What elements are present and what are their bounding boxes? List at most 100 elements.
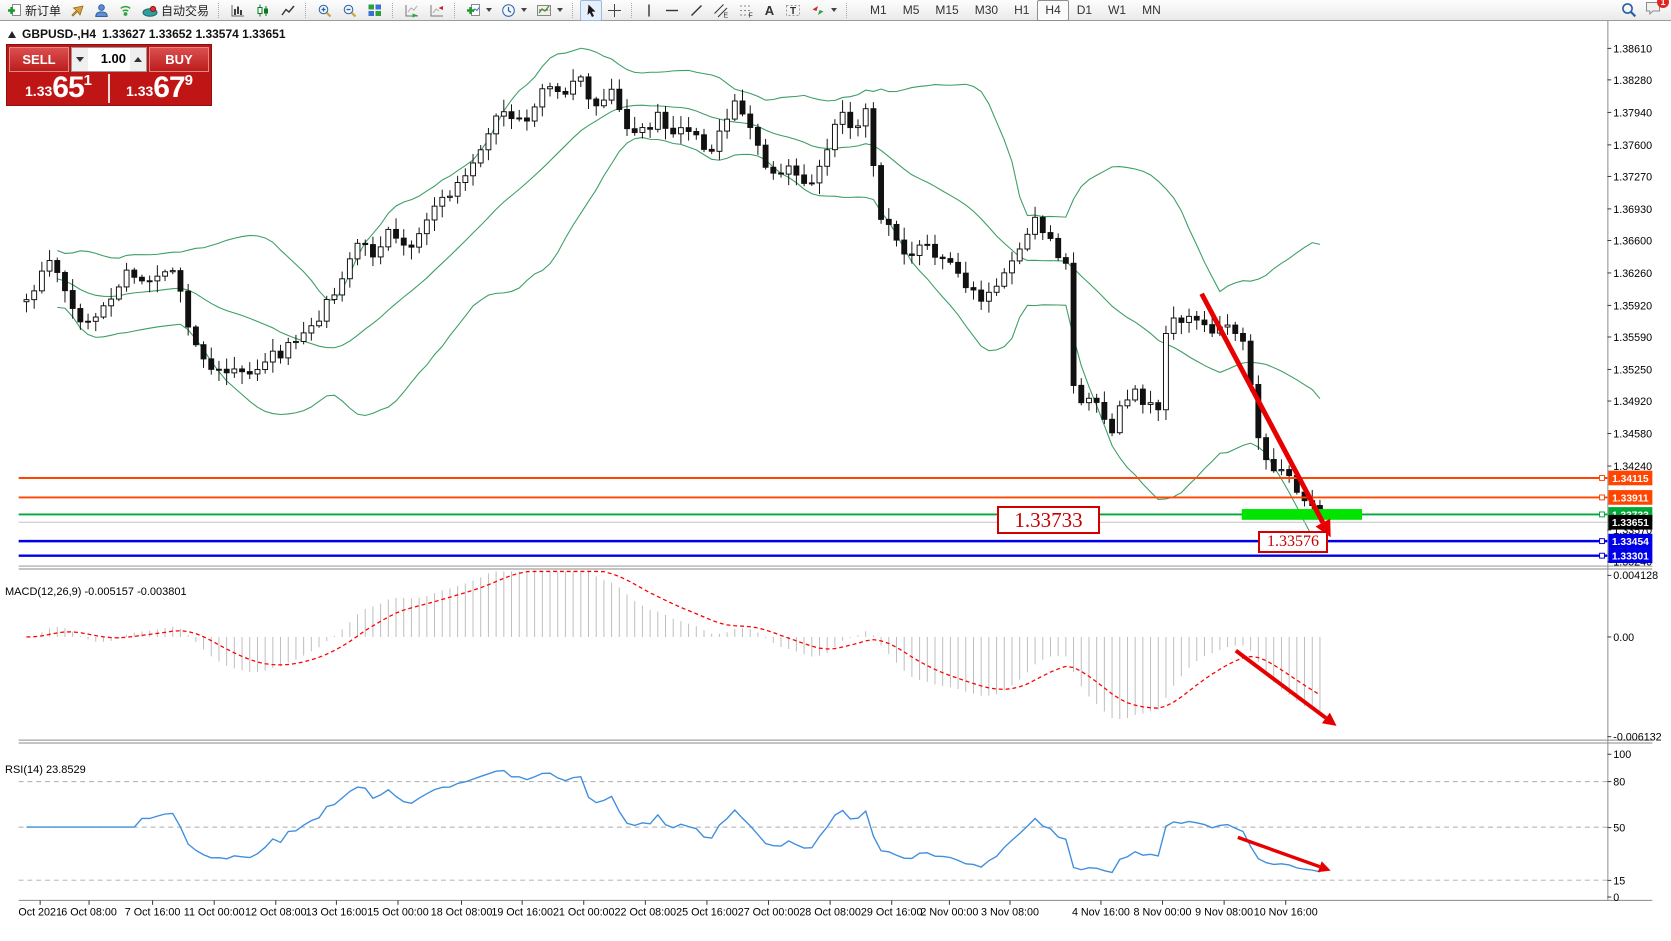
chart-shift-icon xyxy=(430,4,444,16)
bearish-candle xyxy=(223,368,230,374)
candlestick-chart-button[interactable] xyxy=(251,0,275,21)
rsi-trend-arrow xyxy=(1237,835,1321,869)
timeframe-h1[interactable]: H1 xyxy=(1014,2,1030,17)
bullish-candle xyxy=(316,320,323,327)
search-icon[interactable] xyxy=(1621,2,1637,18)
line-chart-button[interactable] xyxy=(276,0,300,21)
trendline-tool[interactable] xyxy=(685,0,708,21)
timeframe-h4[interactable]: H4 xyxy=(1037,0,1069,21)
bearish-candle xyxy=(955,261,962,274)
timeframe-mn[interactable]: MN xyxy=(1142,2,1161,17)
bearish-candle xyxy=(870,108,877,166)
bullish-candle xyxy=(377,246,384,258)
text-tool[interactable]: A xyxy=(759,0,780,21)
bullish-candle xyxy=(477,149,484,164)
text-label-tool[interactable]: T xyxy=(781,0,805,21)
bullish-candle xyxy=(608,88,615,101)
rsi-line xyxy=(26,769,1321,874)
macd-histogram xyxy=(33,571,1321,720)
bullish-candle xyxy=(855,125,861,129)
sell-price[interactable]: 1.33 65 1 xyxy=(25,71,92,104)
bullish-candle xyxy=(1086,397,1092,404)
price-chart-canvas[interactable]: 1.38610 1.38280 1.37940 1.37600 1.37270 1.369… xyxy=(0,21,1671,941)
vertical-line-tool[interactable] xyxy=(639,0,659,21)
timeframe-m5[interactable]: M5 xyxy=(902,2,920,17)
notifications-button[interactable]: 1 xyxy=(1645,0,1669,21)
bullish-candle xyxy=(454,182,461,197)
arrows-tool[interactable] xyxy=(806,0,841,21)
indicators-button[interactable] xyxy=(462,0,496,21)
bearish-candle xyxy=(1039,216,1046,234)
price-tick-label: 1.34240 xyxy=(1613,461,1652,473)
chart-shift-button[interactable] xyxy=(425,0,449,21)
cursor-arrow-icon xyxy=(587,4,596,17)
bearish-candle xyxy=(1070,262,1077,386)
price-badge-label: 1.33651 xyxy=(1612,518,1649,529)
signals-button[interactable] xyxy=(114,0,137,21)
add-indicator-icon xyxy=(467,3,481,16)
bar-chart-button[interactable] xyxy=(226,0,250,21)
price-tick-label: 1.36260 xyxy=(1613,268,1652,280)
timeframe-w1[interactable]: W1 xyxy=(1108,2,1127,17)
rsi-tick-label: 15 xyxy=(1613,875,1625,887)
timeframe-m30[interactable]: M30 xyxy=(974,2,999,17)
hline-handle xyxy=(1599,494,1605,501)
arrow-head xyxy=(1317,861,1331,873)
price-badge-label: 1.33911 xyxy=(1612,493,1649,504)
community-button[interactable] xyxy=(90,0,113,21)
zoom-out-button[interactable] xyxy=(338,0,362,21)
time-tick-label: 9 Nov 08:00 xyxy=(1195,907,1253,919)
templates-button[interactable] xyxy=(532,0,567,21)
price-tick-label: 1.35590 xyxy=(1613,332,1652,344)
auto-scroll-button[interactable] xyxy=(400,0,424,21)
equidistant-channel-tool[interactable]: E xyxy=(709,0,733,21)
macd-tick-label: 0.00 xyxy=(1613,632,1634,644)
sell-button[interactable]: SELL xyxy=(9,47,69,72)
bearish-candle xyxy=(901,239,908,255)
price-tick-label: 1.34580 xyxy=(1613,428,1652,440)
timeframe-m1[interactable]: M1 xyxy=(870,2,887,17)
timeframe-d1[interactable]: D1 xyxy=(1076,2,1093,17)
bearish-candle xyxy=(200,344,207,360)
timeframe-m15[interactable]: M15 xyxy=(935,2,959,17)
price-badge xyxy=(1608,470,1653,486)
bullish-candle xyxy=(677,127,684,135)
time-tick-label: 12 Oct 08:00 xyxy=(245,907,307,919)
price-badge-label: 1.33454 xyxy=(1612,537,1649,548)
bullish-candle xyxy=(916,244,923,256)
price-axis: 1.38610 1.38280 1.37940 1.37600 1.37270 1.369… xyxy=(1607,43,1653,568)
cursor-tool-button[interactable] xyxy=(580,0,603,21)
zoom-in-button[interactable] xyxy=(313,0,337,21)
bearish-candle xyxy=(1201,319,1208,326)
time-tick-label: 18 Oct 08:00 xyxy=(431,907,493,919)
bullish-candle xyxy=(115,286,122,300)
zoom-in-icon xyxy=(318,4,332,17)
bearish-candle xyxy=(1078,384,1085,404)
buy-price[interactable]: 1.33 67 9 xyxy=(108,73,209,103)
time-tick-label: 29 Oct 16:00 xyxy=(861,907,923,919)
buy-button[interactable]: BUY xyxy=(149,47,209,72)
price-annotation-1.33576[interactable]: 1.33576 xyxy=(1258,531,1328,553)
tile-windows-button[interactable] xyxy=(363,0,387,21)
volume-decrease-button[interactable] xyxy=(72,48,88,71)
volume-value[interactable]: 1.00 xyxy=(100,51,126,66)
bullish-candle xyxy=(547,86,553,90)
clock-icon xyxy=(502,3,515,17)
bullish-candle xyxy=(654,111,661,130)
price-badge xyxy=(1608,490,1653,505)
autotrading-button[interactable]: 自动交易 xyxy=(138,0,213,21)
time-tick-label: 25 Oct 16:00 xyxy=(676,907,738,919)
bullish-candle xyxy=(462,175,469,184)
price-badge xyxy=(1608,514,1653,530)
volume-increase-button[interactable] xyxy=(130,48,146,71)
fibonacci-tool[interactable]: F xyxy=(734,0,758,21)
price-annotation-1.33733[interactable]: 1.33733 xyxy=(997,506,1100,534)
horizontal-line-tool[interactable] xyxy=(660,0,684,21)
toolbar-separator xyxy=(305,2,308,18)
periods-button[interactable] xyxy=(497,0,531,21)
svg-text:A: A xyxy=(765,3,775,18)
market-watch-button[interactable] xyxy=(66,0,89,21)
crosshair-tool-button[interactable] xyxy=(603,0,626,21)
bullish-candle xyxy=(38,270,45,292)
new-order-button[interactable]: 新订单 xyxy=(3,0,65,21)
